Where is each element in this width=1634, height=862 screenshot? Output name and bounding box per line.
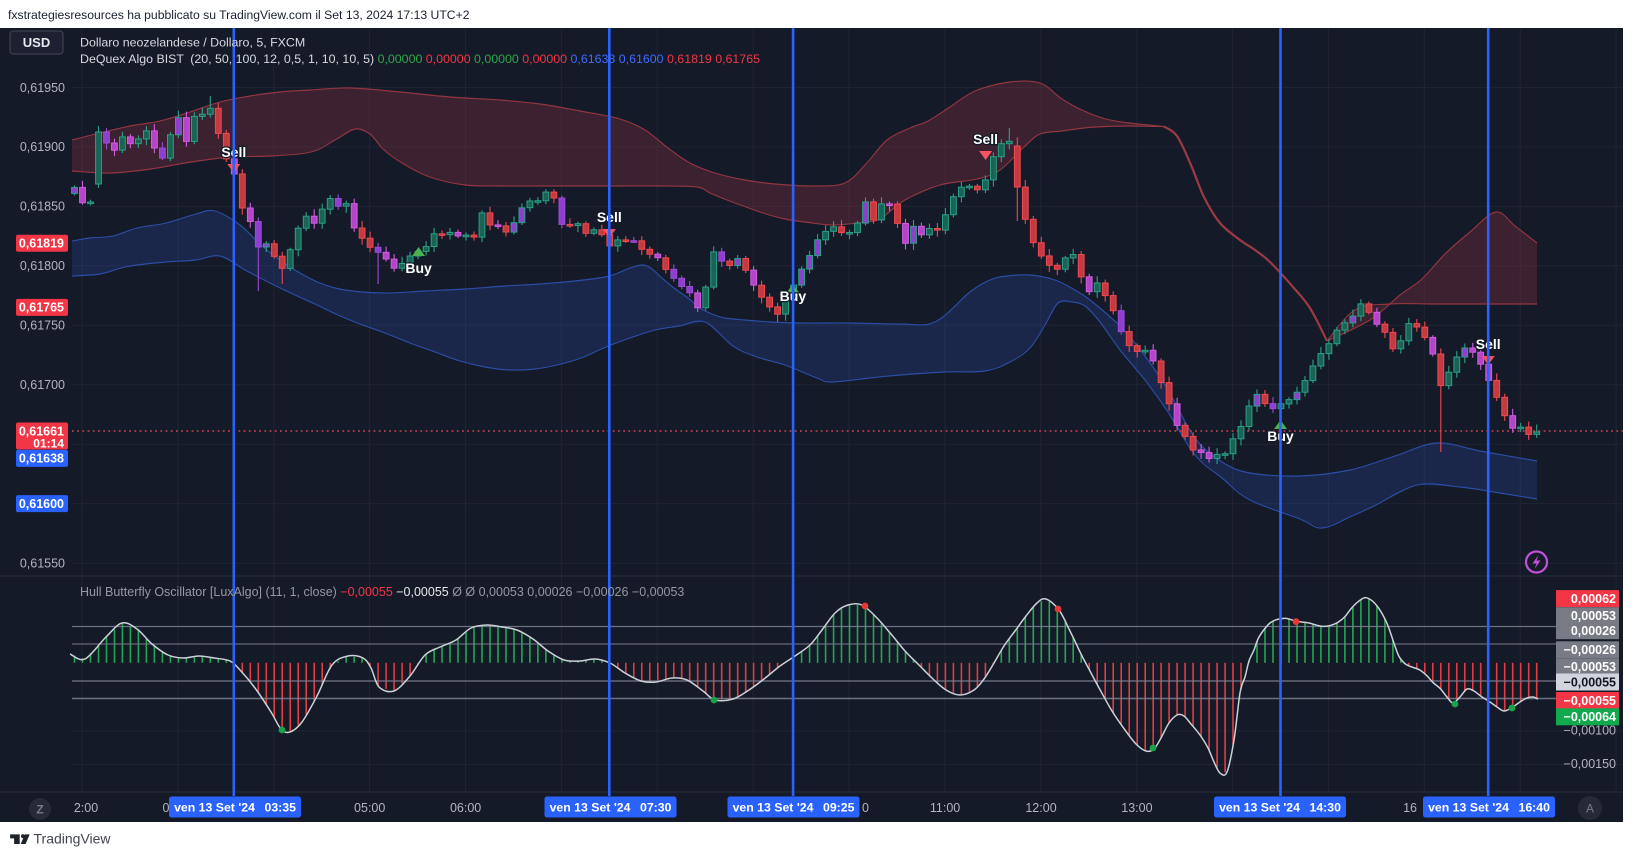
svg-text:0,61700: 0,61700 — [20, 378, 65, 392]
svg-text:Hull Butterfly Oscillator [Lux: Hull Butterfly Oscillator [LuxAlgo] (11,… — [80, 585, 684, 599]
svg-text:Sell: Sell — [973, 131, 998, 147]
svg-text:ven 13 Set '24 07:30: ven 13 Set '24 07:30 — [550, 801, 672, 815]
svg-text:fxstrategiesresources ha pubbl: fxstrategiesresources ha pubblicato su T… — [8, 8, 470, 22]
svg-text:0,61600: 0,61600 — [19, 497, 64, 511]
svg-text:0,00053: 0,00053 — [1571, 609, 1616, 623]
svg-text:0,61900: 0,61900 — [20, 140, 65, 154]
svg-text:0,61765: 0,61765 — [19, 301, 64, 315]
svg-text:2:00: 2:00 — [74, 801, 98, 815]
svg-text:−0,00055: −0,00055 — [1564, 694, 1617, 708]
svg-text:0,00026: 0,00026 — [1571, 624, 1616, 638]
svg-text:12:00: 12:00 — [1025, 801, 1056, 815]
svg-text:0,61550: 0,61550 — [20, 557, 65, 571]
svg-text:0: 0 — [163, 801, 170, 815]
svg-text:0,61638: 0,61638 — [19, 452, 64, 466]
svg-text:−0,00053: −0,00053 — [1564, 660, 1617, 674]
svg-text:05:00: 05:00 — [354, 801, 385, 815]
svg-text:TradingView: TradingView — [34, 831, 112, 847]
svg-text:0,61750: 0,61750 — [20, 319, 65, 333]
svg-text:−0,00100: −0,00100 — [1564, 724, 1617, 738]
svg-text:0,61800: 0,61800 — [20, 259, 65, 273]
svg-text:0,61819: 0,61819 — [19, 237, 64, 251]
svg-text:0,61950: 0,61950 — [20, 81, 65, 95]
svg-text:USD: USD — [23, 35, 50, 50]
svg-text:0,61661: 0,61661 — [19, 425, 64, 439]
svg-text:DeQuex Algo BIST (20, 50, 100,: DeQuex Algo BIST (20, 50, 100, 12, 0,5, … — [80, 52, 760, 66]
svg-text:−0,00055: −0,00055 — [1564, 675, 1617, 689]
svg-text:11:00: 11:00 — [930, 801, 960, 815]
svg-text:0: 0 — [862, 801, 869, 815]
svg-text:A: A — [1586, 802, 1594, 816]
svg-text:0,61850: 0,61850 — [20, 200, 65, 214]
svg-text:−0,00064: −0,00064 — [1564, 710, 1617, 724]
svg-text:ven 13 Set '24 09:25: ven 13 Set '24 09:25 — [733, 801, 855, 815]
svg-text:ven 13 Set '24 14:30: ven 13 Set '24 14:30 — [1219, 801, 1341, 815]
svg-text:−0,00026: −0,00026 — [1564, 643, 1617, 657]
svg-text:ven 13 Set '24 16:40: ven 13 Set '24 16:40 — [1428, 801, 1550, 815]
svg-text:13:00: 13:00 — [1121, 801, 1152, 815]
svg-text:0,00062: 0,00062 — [1571, 592, 1616, 606]
svg-text:ven 13 Set '24 03:35: ven 13 Set '24 03:35 — [174, 801, 296, 815]
svg-text:Z: Z — [36, 803, 43, 817]
svg-text:Buy: Buy — [405, 260, 432, 276]
svg-text:06:00: 06:00 — [450, 801, 481, 815]
svg-text:01:14: 01:14 — [33, 437, 64, 451]
svg-text:Dollaro neozelandese / Dollaro: Dollaro neozelandese / Dollaro, 5, FXCM — [80, 36, 305, 50]
svg-text:16: 16 — [1403, 801, 1417, 815]
svg-text:−0,00150: −0,00150 — [1564, 757, 1617, 771]
